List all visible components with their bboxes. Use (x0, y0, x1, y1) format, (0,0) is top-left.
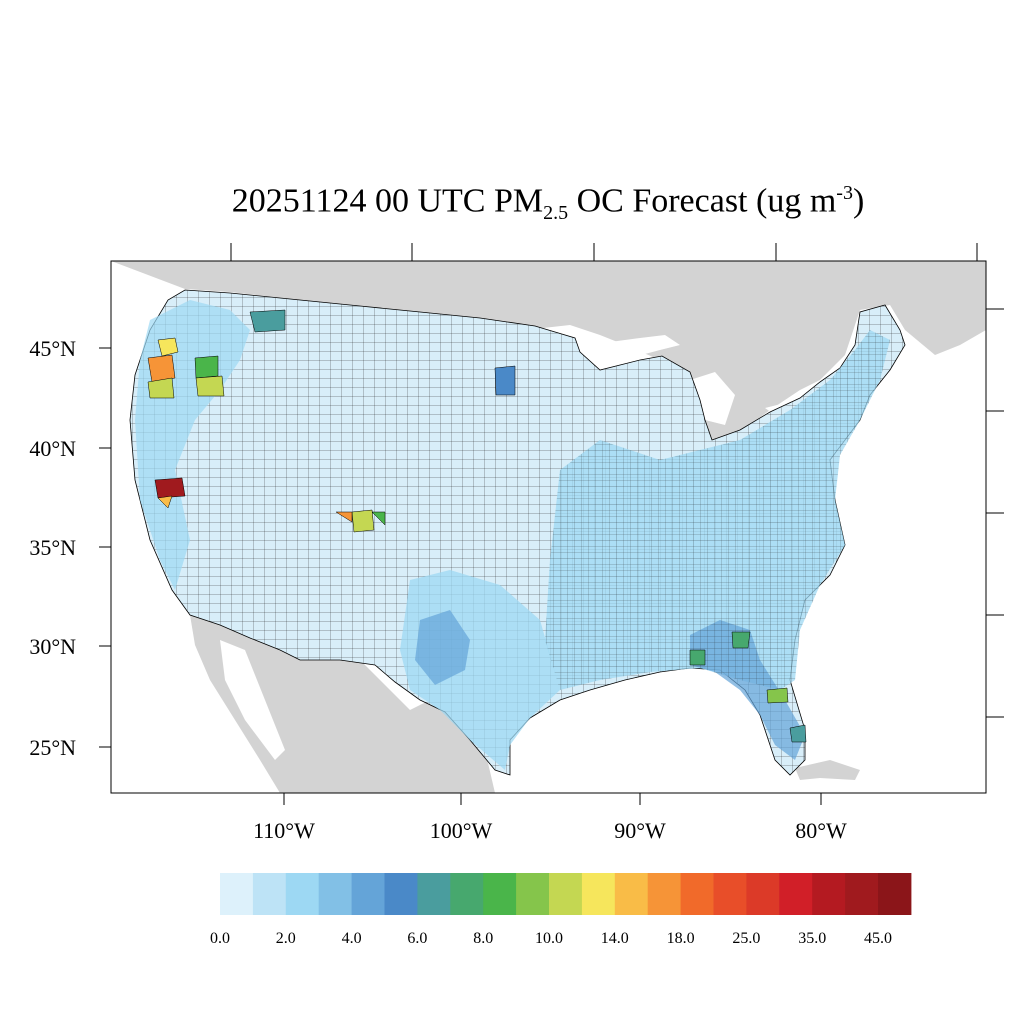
colorbar-label: 45.0 (864, 930, 892, 947)
colorbar-label: 10.0 (535, 930, 563, 947)
colorbar-swatch (614, 873, 649, 915)
lon-label: 100°W (430, 818, 493, 843)
lat-label: 30°N (29, 634, 76, 659)
colorbar-swatch (746, 873, 780, 915)
hotspot-florida-1 (766, 687, 789, 704)
hotspot-florida-2 (789, 724, 807, 743)
colorbar-swatch (680, 873, 714, 915)
map-axes: 45°N 40°N 35°N 30°N 25°N 110°W 100°W 90°W 80°W (29, 243, 1004, 843)
lake-huron (690, 372, 735, 425)
hotspot-oregon-4 (194, 355, 219, 379)
map-frame (110, 260, 987, 794)
county-lines-east (545, 330, 890, 690)
colorbar-label: 4.0 (342, 930, 362, 947)
colorbar-swatch (318, 873, 353, 915)
lat-label: 35°N (29, 535, 76, 560)
colorbar-label: 35.0 (798, 930, 826, 947)
colorbar-swatch (285, 873, 320, 915)
hotspot-alabama (689, 649, 706, 666)
colorbar-label: 2.0 (276, 930, 296, 947)
hotspot-oregon-3 (147, 377, 175, 399)
hotspot-oregon-5 (195, 375, 225, 397)
colorbar-swatch (450, 873, 484, 915)
colorbar-label: 8.0 (473, 930, 493, 947)
hotspot-idaho (249, 309, 286, 333)
colorbar-label: 0.0 (210, 930, 230, 947)
west-texas-darker (415, 610, 470, 685)
colorbar-label: 14.0 (601, 930, 629, 947)
lat-label: 25°N (29, 735, 76, 760)
colorbar-swatch (779, 873, 813, 915)
hotspot-california-2 (157, 495, 173, 509)
mexico-land (190, 615, 495, 793)
colorbar-swatch (516, 873, 550, 915)
hotspot-oregon-1 (157, 337, 179, 357)
colorbar-swatch (252, 873, 287, 915)
hotspot-colorado-3 (371, 511, 386, 526)
canada-land (111, 261, 986, 445)
lat-label: 40°N (29, 436, 76, 461)
colorbar-label: 18.0 (667, 930, 695, 947)
hotspot-colorado-2 (335, 511, 353, 523)
lon-label: 80°W (795, 818, 847, 843)
lake-superior (575, 335, 680, 368)
colorbar-swatch (845, 873, 879, 915)
hotspot-georgia (731, 631, 751, 649)
colorbar-label: 25.0 (732, 930, 760, 947)
colorbar-swatch (581, 873, 616, 915)
lat-label: 45°N (29, 336, 76, 361)
hotspot-colorado-1 (351, 509, 375, 533)
cuba-land (795, 760, 860, 780)
lon-label: 90°W (614, 818, 666, 843)
colorbar: 0.0 2.0 4.0 6.0 8.0 10.0 14.0 18.0 25.0 35.0 45.0 (210, 873, 912, 947)
hotspot-oregon-2 (147, 354, 176, 383)
colorbar-swatch (483, 873, 517, 915)
hotspot-california-1 (154, 477, 186, 499)
hotspot-south-dakota (494, 365, 516, 396)
colorbar-swatch (549, 873, 583, 915)
colorbar-swatch (647, 873, 682, 915)
colorbar-swatch (878, 873, 912, 915)
colorbar-swatch (417, 873, 451, 915)
colorbar-swatch (351, 873, 385, 915)
lon-label: 110°W (253, 818, 315, 843)
map-title: 20251124 00 UTC PM2.5 OC Forecast (ug m-… (231, 182, 865, 225)
colorbar-label: 6.0 (407, 930, 427, 947)
baja-water (220, 640, 285, 760)
colorbar-swatch (713, 873, 747, 915)
colorbar-swatch (384, 873, 418, 915)
colorbar-swatch (812, 873, 846, 915)
colorbar-swatch (220, 873, 254, 915)
